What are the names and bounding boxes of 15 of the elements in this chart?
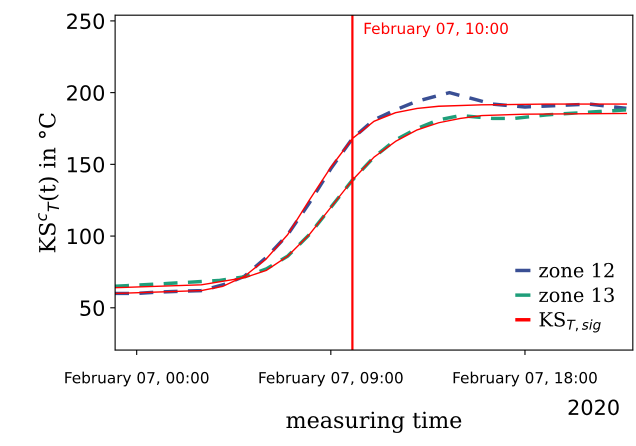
legend-label: zone 12: [539, 262, 614, 278]
y-tick-label: 150: [68, 156, 104, 173]
y-tick-label: 50: [80, 300, 104, 316]
text: 2020: [568, 399, 619, 416]
y-tick-label: 250: [67, 13, 104, 30]
ref-line-label: February 07, 10:00: [364, 22, 508, 38]
x-tick-label: February 07, 18:00: [454, 372, 597, 386]
legend-label: zone 13: [539, 288, 614, 302]
x-tick-label: February 07, 09:00: [259, 372, 403, 386]
legend-label: KS$_{T,sig}$: [539, 312, 601, 332]
y-axis-title: KS$^{c}$$_{T}$(t) in °C: [38, 113, 59, 252]
x-axis-title: measuring time: [286, 412, 462, 433]
y-tick-label: 100: [68, 228, 104, 244]
x-tick-label: February 07, 00:00: [65, 372, 209, 386]
y-tick-label: 200: [67, 85, 104, 101]
